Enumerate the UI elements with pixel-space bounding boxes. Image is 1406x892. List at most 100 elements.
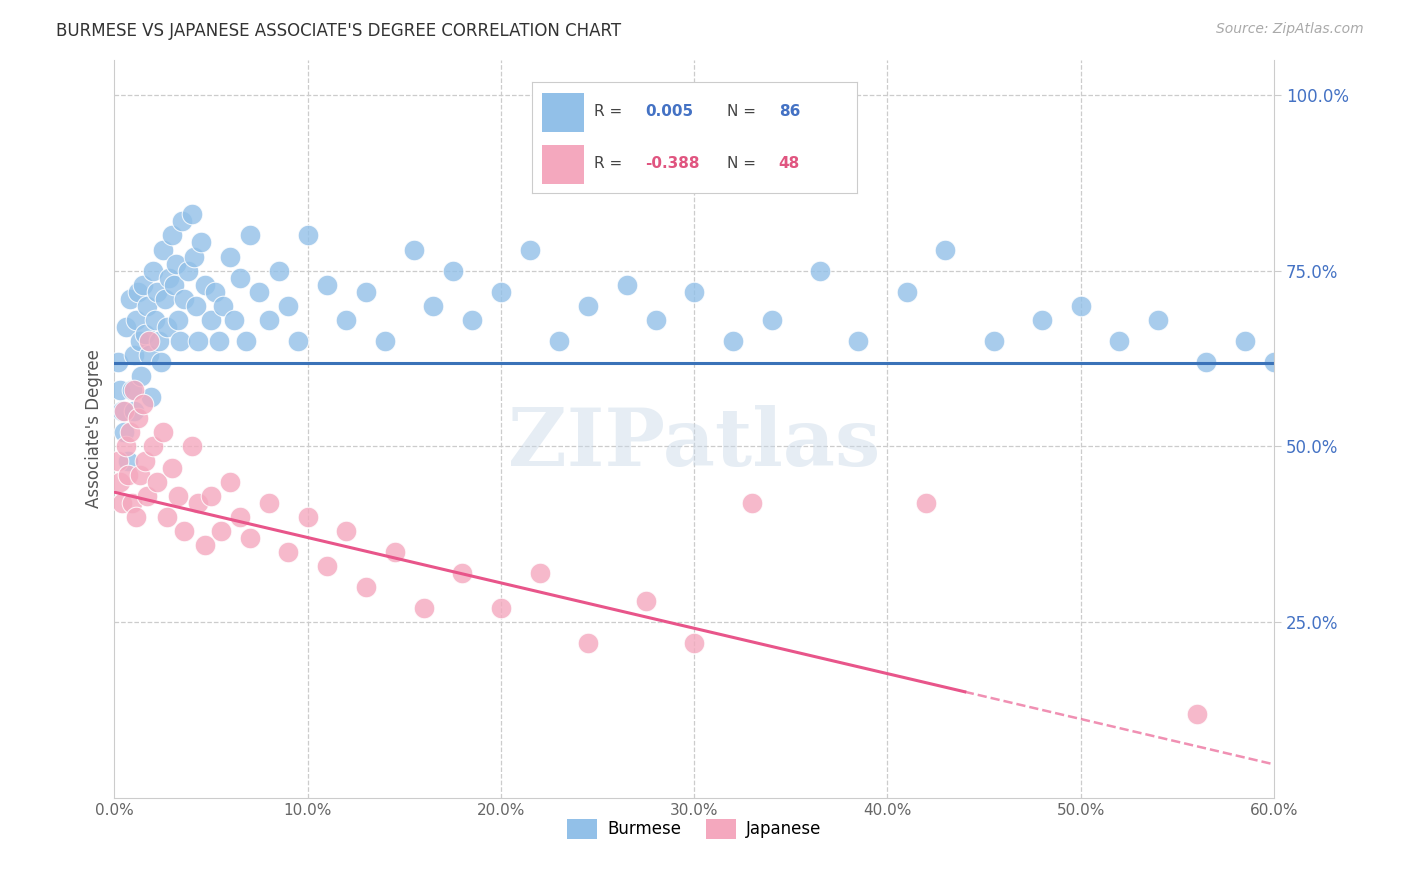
Point <box>127 411 149 425</box>
Point <box>576 636 599 650</box>
Point <box>155 509 177 524</box>
Point <box>184 299 207 313</box>
Point <box>354 285 377 299</box>
Point <box>163 277 186 292</box>
Point <box>122 348 145 362</box>
Point <box>157 270 180 285</box>
Point <box>190 235 212 250</box>
Point <box>634 594 657 608</box>
Point <box>118 425 141 440</box>
Point <box>131 369 153 384</box>
Point <box>219 475 242 489</box>
Point <box>451 566 474 580</box>
Point <box>896 285 918 299</box>
Point <box>124 313 146 327</box>
Point <box>143 313 166 327</box>
Text: ZIPatlas: ZIPatlas <box>508 405 880 483</box>
Point <box>239 531 262 545</box>
Point <box>117 453 139 467</box>
Point <box>229 509 252 524</box>
Point <box>297 509 319 524</box>
Point <box>354 580 377 594</box>
Point <box>127 285 149 299</box>
Point <box>122 404 145 418</box>
Point <box>267 263 290 277</box>
Point <box>134 326 156 341</box>
Point <box>155 319 177 334</box>
Point <box>146 475 169 489</box>
Point <box>128 467 150 482</box>
Point <box>1234 334 1257 348</box>
Point <box>297 228 319 243</box>
Point <box>115 319 138 334</box>
Point <box>576 299 599 313</box>
Point <box>316 559 339 574</box>
Point <box>170 214 193 228</box>
Point <box>124 509 146 524</box>
Point <box>167 489 190 503</box>
Point <box>108 475 131 489</box>
Point <box>111 404 134 418</box>
Point <box>136 489 159 503</box>
Point <box>138 348 160 362</box>
Point <box>107 453 129 467</box>
Point <box>915 496 938 510</box>
Point <box>139 390 162 404</box>
Point <box>224 313 246 327</box>
Point <box>983 334 1005 348</box>
Point <box>107 355 129 369</box>
Point <box>402 243 425 257</box>
Point <box>316 277 339 292</box>
Point <box>200 489 222 503</box>
Point <box>128 334 150 348</box>
Point <box>186 496 208 510</box>
Point <box>132 397 155 411</box>
Point <box>1263 355 1285 369</box>
Point <box>186 334 208 348</box>
Point <box>200 313 222 327</box>
Point <box>180 207 202 221</box>
Point <box>461 313 484 327</box>
Point <box>183 250 205 264</box>
Point <box>219 250 242 264</box>
Point <box>122 383 145 397</box>
Point <box>721 334 744 348</box>
Point <box>118 292 141 306</box>
Point <box>177 263 200 277</box>
Point <box>204 285 226 299</box>
Point <box>148 334 170 348</box>
Point <box>441 263 464 277</box>
Point <box>335 524 357 538</box>
Point <box>644 313 666 327</box>
Point <box>384 545 406 559</box>
Y-axis label: Associate's Degree: Associate's Degree <box>86 350 103 508</box>
Point <box>1195 355 1218 369</box>
Point <box>121 383 143 397</box>
Point <box>211 299 233 313</box>
Point <box>287 334 309 348</box>
Point <box>808 263 831 277</box>
Point <box>519 243 541 257</box>
Point <box>167 313 190 327</box>
Point <box>235 334 257 348</box>
Point <box>335 313 357 327</box>
Point <box>1108 334 1130 348</box>
Point <box>136 299 159 313</box>
Point <box>683 285 706 299</box>
Point <box>153 292 176 306</box>
Point <box>108 383 131 397</box>
Point <box>115 440 138 454</box>
Point <box>761 313 783 327</box>
Point <box>173 524 195 538</box>
Point <box>162 228 184 243</box>
Point <box>548 334 571 348</box>
Point <box>111 496 134 510</box>
Point <box>194 538 217 552</box>
Point <box>422 299 444 313</box>
Point <box>277 545 299 559</box>
Point <box>152 243 174 257</box>
Point <box>1031 313 1053 327</box>
Point <box>121 496 143 510</box>
Legend: Burmese, Japanese: Burmese, Japanese <box>561 813 828 846</box>
Point <box>239 228 262 243</box>
